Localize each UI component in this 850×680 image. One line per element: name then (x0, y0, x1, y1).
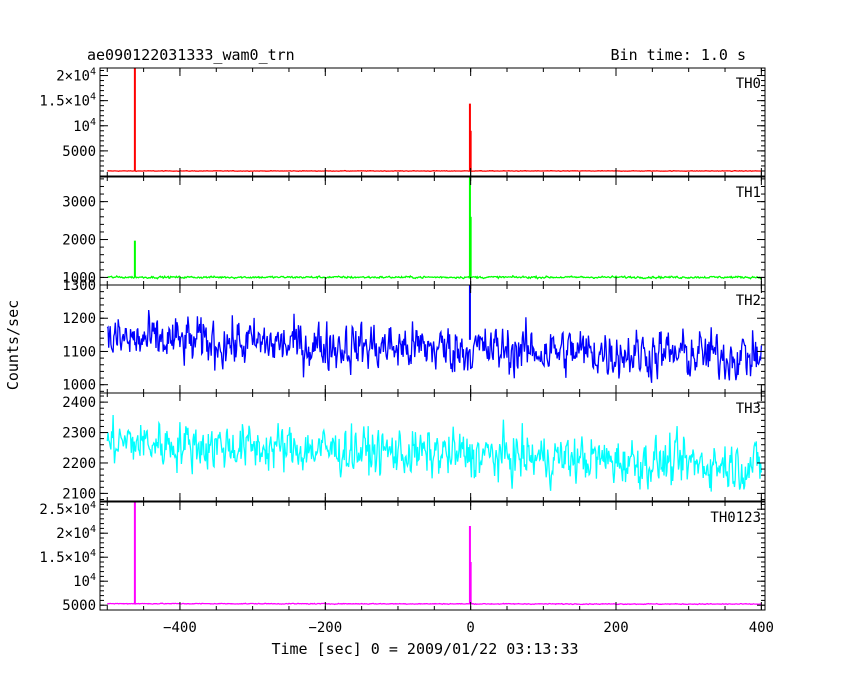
y-tick-label: 1.5×104 (39, 548, 96, 566)
y-tick-label: 3000 (62, 195, 96, 211)
panel-th0: 5000 104 1.5×104 2×104 TH0 (39, 67, 766, 177)
y-tick-label: 2.5×104 (39, 500, 96, 518)
y-tick-label: 104 (73, 117, 96, 135)
x-tick-label: 200 (603, 620, 628, 636)
x-axis: −400 −200 0 200 400 (163, 620, 774, 636)
panel-th3: 2100 2200 2300 2400 TH3 (62, 392, 766, 502)
panel-th0123: 5000 104 1.5×104 2×104 2.5×104 TH0123 (39, 500, 766, 614)
series-th1 (107, 274, 762, 280)
y-tick-label: 5000 (62, 144, 96, 160)
y-tick-label: 2400 (62, 395, 96, 411)
series-th3 (106, 414, 763, 492)
y-tick-label: 1300 (62, 278, 96, 294)
panel-th1: 1000 2000 3000 TH1 (62, 176, 766, 286)
y-tick-label: 2300 (62, 426, 96, 442)
y-tick-label: 2000 (62, 233, 96, 249)
x-axis-label: Time [sec] 0 = 2009/01/22 03:13:33 (271, 640, 578, 658)
panel-frame (99, 284, 766, 394)
series-th0 (107, 169, 762, 173)
y-tick-label: 1000 (62, 270, 96, 286)
panel-label-th2: TH2 (736, 293, 761, 309)
panels: 50001041.5×1042×104TH0100020003000TH1100… (39, 67, 766, 614)
y-tick-label: 5000 (62, 598, 96, 614)
panel-frame (99, 176, 766, 286)
panel-label-th0: TH0 (736, 76, 761, 92)
panel-frame (99, 392, 766, 502)
panel-label-th1: TH1 (736, 185, 761, 201)
y-tick-label: 2×104 (56, 524, 96, 542)
series-th0123 (107, 602, 762, 606)
panel-frame (99, 501, 766, 611)
y-tick-label: 1.5×104 (39, 92, 96, 110)
x-tick-label: 0 (466, 620, 474, 636)
y-tick-label: 1100 (62, 344, 96, 360)
y-tick-label: 2200 (62, 456, 96, 472)
y-tick-label: 1200 (62, 311, 96, 327)
y-tick-label: 2×104 (56, 67, 96, 85)
series-th2 (106, 309, 763, 383)
y-axis-label: Counts/sec (4, 300, 22, 390)
panel-label-th0123: TH0123 (710, 510, 761, 526)
bin-time-label: Bin time: 1.0 s (611, 46, 746, 64)
y-tick-label: 104 (73, 572, 96, 590)
panel-label-th3: TH3 (736, 401, 761, 417)
x-tick-label: 400 (749, 620, 774, 636)
x-tick-label: −400 (163, 620, 197, 636)
chart-title: ae090122031333_wam0_trn (87, 46, 295, 64)
y-tick-label: 1000 (62, 378, 96, 394)
panel-th2: 1000 1100 1200 1300 TH2 (62, 278, 766, 394)
x-tick-label: −200 (308, 620, 342, 636)
panel-frame (99, 67, 766, 177)
y-tick-label: 2100 (62, 486, 96, 502)
